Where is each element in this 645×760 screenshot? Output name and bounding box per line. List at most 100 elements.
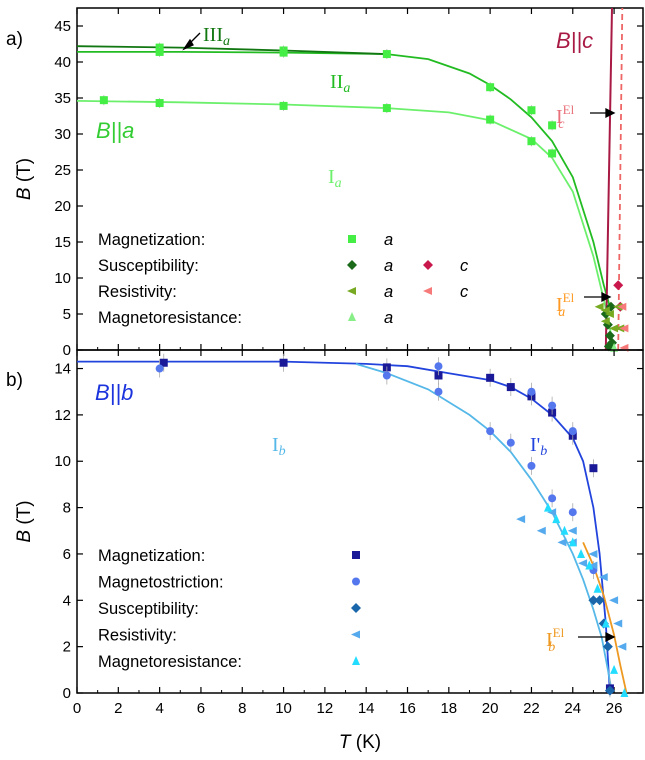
legend-direction: c bbox=[460, 283, 469, 301]
x-tick-label: 6 bbox=[197, 700, 205, 717]
data-point bbox=[279, 48, 288, 57]
legend-label: Resistivity: bbox=[98, 283, 177, 301]
y-tick-label: 45 bbox=[54, 18, 71, 35]
plot-frame bbox=[76, 349, 644, 694]
data-point bbox=[610, 664, 619, 674]
data-point bbox=[568, 427, 577, 436]
data-point bbox=[589, 464, 598, 473]
y-axis-label: B (T) bbox=[14, 500, 35, 542]
data-point bbox=[604, 685, 615, 696]
phase-label-I-a-el: IEl a bbox=[556, 290, 575, 320]
data-point bbox=[548, 494, 557, 503]
phase-line-iii_a bbox=[76, 45, 387, 55]
x-tick-label: 2 bbox=[114, 700, 122, 717]
data-point bbox=[560, 525, 569, 535]
y-tick-label: 0 bbox=[63, 685, 71, 702]
annotations: a) b) B||a B||c B||b IIIa IIa Ia IEl c IE… bbox=[6, 24, 616, 655]
data-point bbox=[585, 560, 594, 570]
legend-marker bbox=[352, 551, 360, 559]
data-point bbox=[99, 96, 108, 105]
data-point bbox=[594, 595, 605, 606]
data-point bbox=[434, 362, 443, 371]
data-point bbox=[155, 99, 164, 108]
legends: Magnetization: a Susceptibility: a c Resistiv… bbox=[98, 231, 469, 671]
data-point bbox=[577, 548, 586, 558]
x-tick-label: 20 bbox=[482, 700, 499, 717]
y-tick-label: 5 bbox=[63, 306, 71, 323]
data-point bbox=[543, 502, 552, 512]
data-point bbox=[279, 358, 288, 367]
phase-label-Iprime-b: I'b bbox=[530, 434, 547, 459]
phase-label-I-b-el: IEl b bbox=[546, 625, 565, 655]
y-tick-label: 20 bbox=[54, 198, 71, 215]
field-label-b: B||b bbox=[95, 380, 133, 405]
panel-a: 0 5 10 15 20 25 30 35 40 45 B (T) bbox=[14, 7, 644, 359]
phase-line-ii_a bbox=[77, 51, 611, 308]
data-point bbox=[155, 47, 164, 56]
data-point bbox=[155, 364, 164, 373]
legend-label: Magnetization: bbox=[98, 547, 205, 565]
legend-direction: a bbox=[384, 257, 393, 275]
data-point bbox=[382, 50, 391, 59]
y-tick-label: 10 bbox=[54, 270, 71, 287]
arrow-I-b-el bbox=[578, 631, 616, 643]
data-point bbox=[593, 583, 602, 593]
phase-line-i_c bbox=[604, 7, 613, 351]
arrow-I-c-el bbox=[590, 107, 616, 119]
phase-label-I-a: Ia bbox=[328, 166, 342, 191]
legend-label: Magnetoresistance: bbox=[98, 309, 242, 327]
x-tick-label: 26 bbox=[606, 700, 623, 717]
data-point bbox=[604, 330, 615, 341]
data-point bbox=[527, 106, 536, 115]
legend-marker bbox=[351, 603, 361, 613]
legend-direction: a bbox=[384, 231, 393, 249]
legend-label: Magnetization: bbox=[98, 231, 205, 249]
data-point bbox=[434, 387, 443, 396]
x-tick-label: 18 bbox=[440, 700, 457, 717]
y-tick-label: 6 bbox=[63, 546, 71, 563]
x-tick-label: 14 bbox=[358, 700, 375, 717]
phase-label-I-c-el: IEl c bbox=[556, 102, 575, 132]
data-point bbox=[527, 387, 536, 396]
data-point bbox=[434, 371, 443, 380]
field-label-c: B||c bbox=[556, 28, 593, 53]
data-point bbox=[527, 461, 536, 470]
x-axis-label: T (K) bbox=[339, 732, 381, 753]
data-point bbox=[506, 383, 515, 392]
legend-direction: c bbox=[460, 257, 469, 275]
y-tick-label: 0 bbox=[63, 342, 71, 359]
panel-b-label: b) bbox=[6, 370, 23, 391]
data-point bbox=[613, 619, 623, 628]
data-point bbox=[486, 427, 495, 436]
y-tick-label: 40 bbox=[54, 54, 71, 71]
legend-marker bbox=[347, 287, 356, 295]
legend-direction: a bbox=[384, 283, 393, 301]
legend-marker bbox=[423, 287, 432, 295]
y-tick-label: 2 bbox=[63, 639, 71, 656]
legend-direction: a bbox=[384, 309, 393, 327]
legend-label: Resistivity: bbox=[98, 627, 177, 645]
data-point bbox=[588, 561, 598, 570]
data-point bbox=[613, 280, 624, 291]
x-tick-label: 22 bbox=[523, 700, 540, 717]
y-tick-label: 8 bbox=[63, 500, 71, 517]
data-point bbox=[604, 310, 614, 318]
data-point bbox=[552, 514, 561, 524]
legend-marker bbox=[347, 260, 357, 270]
data-point bbox=[527, 137, 536, 146]
data-point bbox=[567, 526, 577, 535]
legend-marker bbox=[352, 656, 360, 665]
data-point bbox=[588, 549, 598, 558]
data-point bbox=[568, 508, 577, 517]
data-point bbox=[548, 401, 557, 410]
data-point bbox=[598, 573, 608, 582]
data-point bbox=[594, 302, 604, 311]
data-point bbox=[609, 596, 619, 605]
legend-marker bbox=[352, 577, 360, 586]
y-tick-label: 25 bbox=[54, 162, 71, 179]
x-tick-label: 24 bbox=[564, 700, 581, 717]
data-point bbox=[486, 115, 495, 124]
data-point bbox=[547, 508, 557, 517]
